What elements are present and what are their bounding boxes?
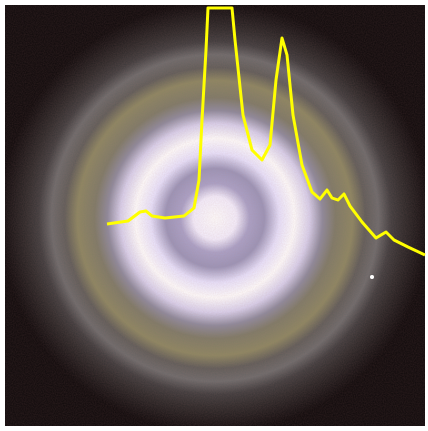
diffraction-image — [0, 0, 428, 431]
noise — [5, 5, 425, 426]
spot — [370, 275, 374, 279]
page: {} — [0, 0, 428, 431]
